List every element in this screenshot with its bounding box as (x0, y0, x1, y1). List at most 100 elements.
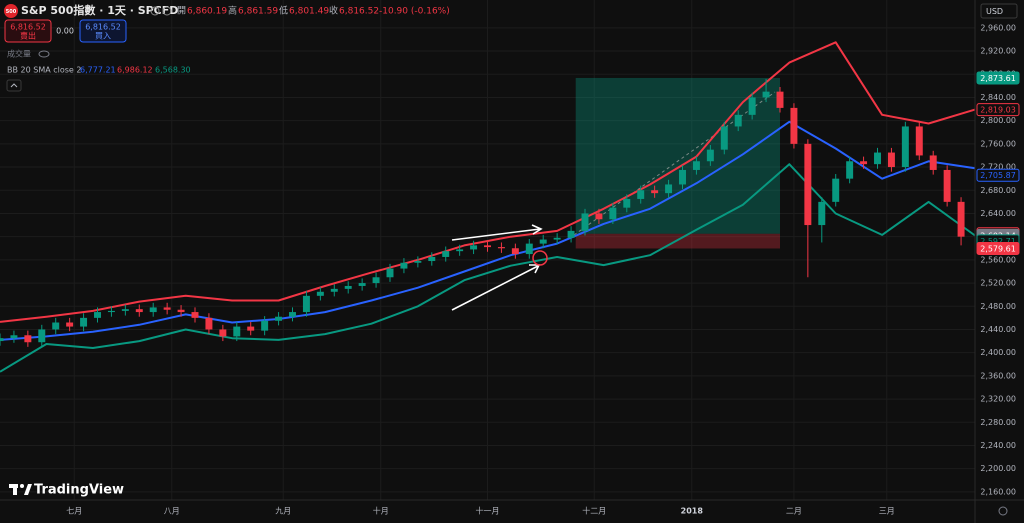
candle-body (651, 190, 659, 194)
y-tick-label: 2,800.00 (980, 116, 1016, 125)
candle-body (609, 207, 617, 220)
candle-body (539, 239, 547, 244)
candle-body (94, 312, 101, 318)
y-tick-label: 2,240.00 (980, 441, 1016, 450)
ohlc-value: 6,801.49 (289, 7, 329, 17)
candle-body (233, 326, 241, 337)
candle-body (679, 169, 686, 185)
ohlc-label: 低 (279, 5, 288, 17)
candle-body (107, 310, 115, 313)
symbol-icon[interactable] (4, 4, 18, 18)
candle-body (511, 248, 519, 255)
ohlc-change: -10.90 (-0.16%) (379, 7, 450, 17)
candle-body (289, 312, 296, 317)
candle-body (400, 262, 408, 269)
candle-body (832, 178, 840, 202)
sell-price: 6,816.52 (10, 23, 46, 32)
settings-icon[interactable] (998, 506, 1008, 516)
candle-body (525, 243, 533, 255)
candle-body (957, 201, 965, 237)
candle-body (874, 152, 881, 165)
price-badge (976, 103, 1020, 117)
indicator-value: 6,777.21 (80, 66, 116, 75)
ohlc-label: 開 (177, 6, 186, 17)
indicator-value: 6,986.12 (117, 66, 153, 75)
price-badge-label: 2,579.61 (980, 244, 1016, 253)
x-tick-label: 2018 (681, 507, 704, 516)
candle-body (804, 143, 812, 226)
visibility-icon[interactable] (38, 50, 50, 58)
candle-body (581, 213, 589, 231)
candle-body (330, 288, 338, 292)
ohlc-label: 收 (329, 5, 338, 17)
symbol-title[interactable]: S&P 500指數 · 1天 · SPCFD (21, 3, 178, 17)
sell-button[interactable] (4, 19, 52, 43)
candle-body (386, 268, 394, 278)
currency-button[interactable] (980, 3, 1018, 19)
candle-body (414, 261, 422, 263)
symbol-icon-text: 500 (6, 9, 17, 15)
candle-body (706, 149, 714, 162)
x-tick-label: 三月 (879, 507, 895, 516)
currency: USD (986, 7, 1003, 16)
candle-body (205, 317, 213, 330)
candle-body (177, 309, 185, 313)
band-lower (0, 163, 976, 373)
x-tick-label: 八月 (164, 507, 180, 516)
candle-body (484, 245, 491, 248)
arrow (451, 265, 539, 311)
candle-body (692, 161, 700, 170)
candle-body (344, 285, 352, 289)
candle-body (135, 309, 143, 313)
position-loss (575, 233, 780, 249)
ohlc-value: 6,861.59 (238, 7, 278, 17)
candle-body (595, 213, 603, 220)
logo-mark (20, 484, 24, 488)
logo: TradingView (9, 483, 124, 498)
buy-price: 6,816.52 (85, 23, 121, 32)
y-tick-label: 2,680.00 (980, 186, 1016, 195)
candle-body (776, 91, 784, 108)
candle-body (553, 237, 561, 240)
candle-body (302, 295, 310, 313)
price-badge-label: 2,873.61 (980, 74, 1016, 83)
volume-label[interactable]: 成交量 (7, 49, 31, 59)
buy-label: 買入 (95, 32, 111, 41)
candle-body (149, 307, 157, 313)
candle-body (442, 251, 450, 257)
candle-body (734, 114, 742, 127)
candle-body (665, 184, 673, 194)
y-tick-label: 2,160.00 (980, 487, 1016, 496)
candle-body (0, 338, 4, 342)
candle-body (762, 91, 770, 98)
x-tick-label: 十二月 (582, 506, 606, 516)
candle-body (567, 230, 575, 238)
candle-body (790, 107, 798, 144)
candle-body (748, 97, 756, 115)
y-tick-label: 2,320.00 (980, 395, 1016, 404)
y-tick-label: 2,640.00 (980, 209, 1016, 218)
status-dot (150, 6, 160, 16)
ohlc-value: 6,860.19 (187, 7, 227, 17)
indicator-label[interactable]: BB 20 SMA close 2 (7, 66, 81, 75)
x-tick-label: 二月 (786, 507, 802, 516)
y-tick-label: 2,720.00 (980, 163, 1016, 172)
candle-body (275, 316, 283, 321)
x-tick-label: 十一月 (476, 506, 500, 516)
collapse-button[interactable] (6, 79, 22, 92)
y-tick-label: 2,520.00 (980, 279, 1016, 288)
candle-body (887, 152, 895, 168)
x-tick-label: 七月 (66, 507, 82, 516)
y-tick-label: 2,360.00 (980, 371, 1016, 380)
candle-body (66, 322, 74, 327)
arrow (451, 228, 541, 241)
highlight-circle (532, 250, 548, 266)
candle-body (163, 307, 171, 310)
candle-body (52, 322, 60, 330)
y-tick-label: 2,920.00 (980, 47, 1016, 56)
sell-label: 賣出 (20, 31, 36, 41)
buy-button[interactable] (79, 19, 127, 43)
candle-body (428, 256, 436, 262)
spread: 0.00 (56, 27, 74, 36)
